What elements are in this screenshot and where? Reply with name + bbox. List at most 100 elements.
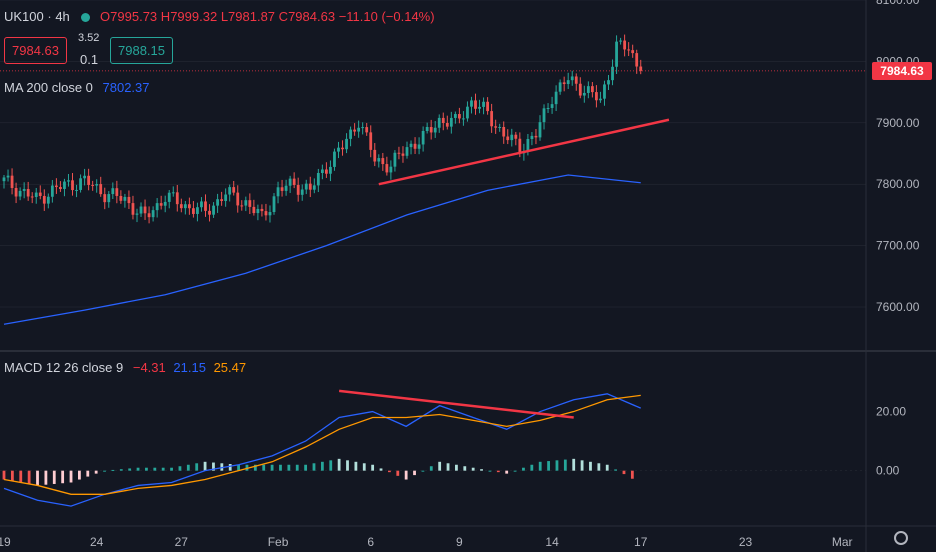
- candle-body: [212, 205, 215, 215]
- candle-body: [361, 127, 365, 129]
- candle-body: [75, 189, 78, 191]
- candle: [10, 168, 14, 195]
- macd-histogram-bar: [237, 464, 240, 471]
- ohlc-low: 7981.87: [228, 9, 276, 24]
- candle: [300, 184, 304, 201]
- candle-body: [46, 196, 50, 204]
- candle: [349, 126, 352, 147]
- candle-body: [333, 151, 336, 167]
- macd-histogram-bar: [622, 470, 626, 475]
- candle-body: [187, 204, 191, 209]
- macd-hist-value: −4.31: [132, 360, 166, 375]
- candle: [236, 185, 240, 213]
- ohlc-change: −11.10 (−0.14%): [338, 9, 435, 24]
- candle-body: [486, 101, 489, 112]
- candle: [566, 72, 570, 89]
- macd-histogram-bar: [421, 470, 425, 472]
- candle: [159, 195, 163, 210]
- candle-body: [183, 204, 187, 209]
- candle: [212, 202, 215, 218]
- macd-trendline: [338, 389, 574, 419]
- candle-body: [494, 126, 498, 128]
- candle-body: [550, 104, 554, 108]
- candle-body: [179, 204, 183, 209]
- time-tick-label: 23: [739, 535, 753, 549]
- spread-value: 3.52: [78, 32, 100, 44]
- candle-body: [498, 126, 502, 128]
- candle-body: [135, 213, 139, 215]
- candle: [119, 190, 123, 204]
- market-status-icon: [81, 13, 91, 23]
- sell-button[interactable]: 7984.63: [4, 37, 67, 64]
- macd-histogram-bar: [119, 469, 123, 471]
- lot-size[interactable]: 0.1: [80, 52, 99, 67]
- macd-histogram-bar: [44, 470, 48, 485]
- candle-body: [409, 143, 413, 148]
- macd-signal-line: [3, 394, 641, 495]
- candle-body: [466, 106, 469, 119]
- time-tick-label: 27: [175, 535, 189, 549]
- candle: [67, 174, 70, 187]
- candle-body: [42, 195, 46, 204]
- settings-gear-icon[interactable]: [894, 531, 908, 545]
- candle: [59, 181, 62, 192]
- macd-histogram-bar: [220, 463, 224, 471]
- ohlc-open: 7995.73: [110, 9, 158, 24]
- candle-body: [445, 122, 449, 127]
- candle: [530, 132, 534, 146]
- candle-body: [639, 66, 643, 71]
- macd-histogram-bar: [589, 461, 592, 471]
- candle: [280, 179, 284, 197]
- candle-body: [635, 53, 639, 67]
- candle-body: [204, 201, 207, 211]
- buy-button[interactable]: 7988.15: [110, 37, 173, 64]
- candle: [252, 199, 256, 216]
- candle: [345, 133, 348, 154]
- candle-body: [578, 83, 582, 96]
- candle-body: [71, 180, 74, 191]
- candle: [449, 111, 453, 134]
- macd-histogram-bar: [413, 470, 416, 476]
- candle: [50, 180, 54, 203]
- candle-body: [462, 118, 465, 120]
- candle-body: [155, 203, 159, 211]
- candle: [312, 178, 316, 194]
- candle: [83, 168, 86, 186]
- symbol-header: UK100 · 4h O7995.73 H7999.32 L7981.87 C7…: [4, 9, 435, 24]
- candle-body: [208, 210, 211, 215]
- candle: [441, 112, 445, 131]
- candle: [494, 119, 498, 134]
- macd-pane: [0, 389, 866, 507]
- candle: [570, 70, 574, 86]
- ohlc-low-label: L: [220, 9, 229, 24]
- candle: [187, 197, 191, 215]
- macd-histogram-bar: [69, 470, 73, 483]
- macd-histogram-bar: [387, 470, 391, 473]
- candle: [204, 194, 207, 217]
- candle-body: [292, 178, 296, 185]
- macd-tick-label: 20.00: [876, 405, 906, 419]
- candle: [139, 202, 143, 217]
- candle: [333, 148, 336, 171]
- macd-histogram-bar: [614, 469, 618, 471]
- candle-body: [171, 192, 175, 194]
- candle-body: [570, 76, 574, 81]
- candle: [216, 193, 219, 213]
- candle: [127, 190, 131, 209]
- candle-body: [530, 135, 534, 139]
- candle-body: [389, 166, 393, 173]
- candle-body: [260, 208, 264, 212]
- candle-body: [425, 126, 429, 131]
- candle-body: [14, 187, 18, 197]
- candle: [462, 111, 465, 126]
- time-tick-label: 9: [456, 535, 463, 549]
- candle: [615, 35, 618, 75]
- candle-body: [558, 82, 562, 92]
- macd-histogram-bar: [488, 470, 492, 472]
- time-tick-label: 17: [634, 535, 648, 549]
- candle-body: [79, 178, 82, 190]
- candle: [115, 180, 119, 204]
- candle-body: [87, 175, 91, 185]
- macd-histogram-bar: [203, 461, 207, 471]
